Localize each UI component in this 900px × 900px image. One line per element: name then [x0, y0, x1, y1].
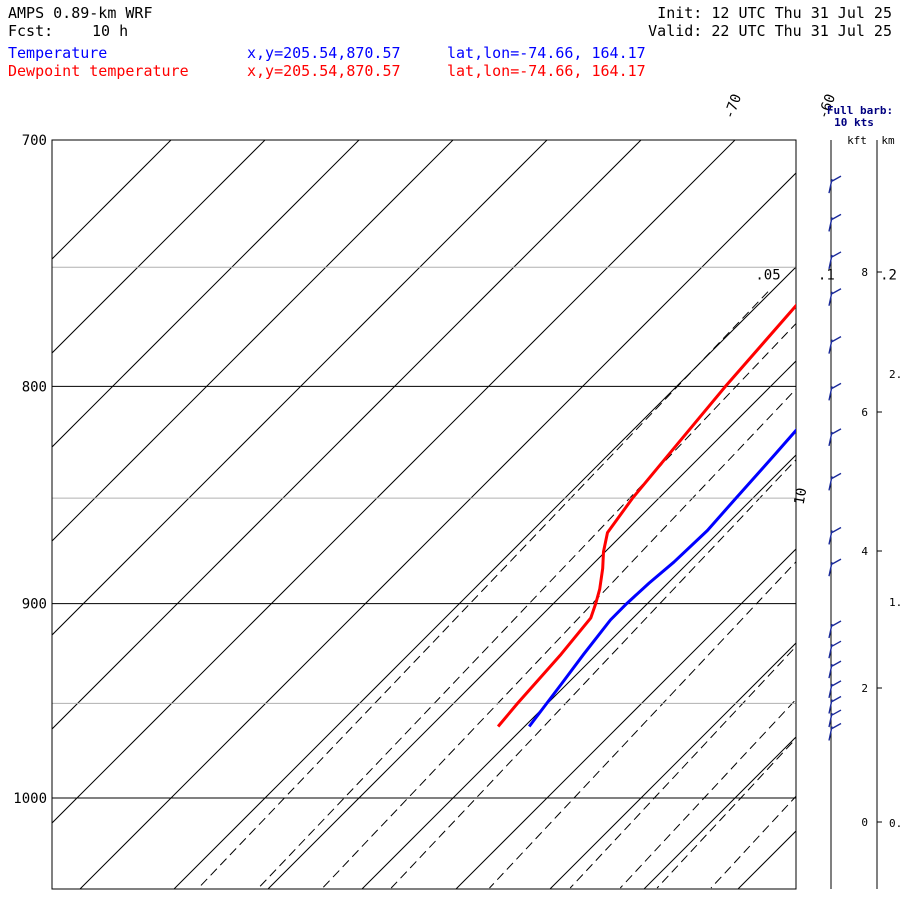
- wind-barb-flag: [831, 620, 842, 627]
- pressure-tick-label: 800: [22, 379, 47, 395]
- wind-barb: [828, 712, 833, 728]
- background-lines: [52, 140, 900, 889]
- mixing-ratio-label: .1: [818, 268, 835, 284]
- wind-barb: [828, 386, 833, 401]
- wind-barb: [828, 644, 833, 659]
- temperature-tick-label: 10: [792, 487, 811, 506]
- wind-barb-flag: [831, 382, 842, 389]
- isotherm-line: [52, 140, 454, 542]
- wind-barb: [828, 726, 833, 741]
- wind-barb-flag: [831, 709, 842, 716]
- km-tick-label: 0.: [889, 817, 900, 830]
- isotherm-line: [52, 140, 642, 730]
- legend-temperature-name: Temperature: [8, 44, 108, 62]
- isotherm-line: [549, 642, 796, 889]
- mixing-ratio-line: [322, 388, 796, 889]
- wind-barb: [828, 623, 833, 639]
- wind-barb-flag: [831, 213, 842, 221]
- wind-title-2: 10 kts: [834, 116, 874, 129]
- isotherm-line: [52, 140, 736, 824]
- legend-temperature-latlon: lat,lon=-74.66, 164.17: [447, 44, 646, 62]
- isotherm-line: [173, 266, 796, 889]
- isotherm-line: [267, 360, 796, 889]
- mixing-ratio-line: [258, 322, 796, 889]
- kft-tick-label: 0: [861, 816, 868, 829]
- legend-temperature-xy: x,y=205.54,870.57: [247, 44, 401, 62]
- legend-dewpoint-xy: x,y=205.54,870.57: [247, 62, 401, 80]
- km-tick-label: 1.: [889, 596, 900, 609]
- wind-panel: Full barb: 10 kts kft km 8 6 4 2 0 2. 1. 0.: [827, 104, 900, 889]
- plot-frame: [51, 139, 797, 890]
- isotherm-line: [79, 172, 796, 889]
- kft-tick-label: 4: [861, 545, 868, 558]
- wind-barb-flag: [831, 680, 842, 687]
- wind-barb: [828, 431, 833, 447]
- wind-barb: [828, 291, 833, 306]
- isotherm-line: [737, 830, 796, 889]
- init-time: Init: 12 UTC Thu 31 Jul 25: [657, 4, 892, 22]
- isotherm-line: [52, 140, 266, 354]
- wind-barb-flag: [831, 336, 842, 343]
- wind-barb: [828, 562, 833, 577]
- pressure-tick-label: 1000: [13, 791, 47, 807]
- mixing-ratio-line: [489, 561, 796, 889]
- wind-barb-flag: [831, 288, 842, 295]
- wind-barb: [828, 699, 833, 714]
- mixing-ratio-label: .05: [755, 268, 780, 284]
- isotherm-line: [643, 736, 796, 889]
- wind-title-1: Full barb:: [827, 104, 893, 117]
- kft-tick-label: 8: [861, 266, 868, 279]
- valid-time: Valid: 22 UTC Thu 31 Jul 25: [648, 22, 892, 40]
- kft-tick-label: 6: [861, 406, 868, 419]
- isotherm-line: [455, 548, 796, 889]
- isotherm-line: [832, 140, 900, 889]
- wind-barb-flag: [831, 472, 842, 479]
- isotherm-line: [52, 140, 548, 636]
- wind-barb-flag: [831, 640, 842, 647]
- mixing-ratio-line: [710, 795, 796, 889]
- wind-barb-flag: [831, 722, 842, 730]
- isotherm-line: [361, 454, 796, 889]
- wind-barb: [828, 663, 833, 679]
- temperature-tick-label: -70: [721, 92, 745, 121]
- mixing-ratio-label: .2: [880, 268, 897, 284]
- wind-barb: [828, 683, 833, 698]
- isotherm-line: [52, 140, 172, 260]
- wind-barb: [828, 217, 833, 232]
- isobars: [52, 139, 796, 799]
- wind-barb: [828, 476, 833, 491]
- dewpoint-line: [496, 303, 796, 728]
- wind-barb-flag: [831, 428, 842, 435]
- sounding-series: [496, 303, 796, 728]
- wind-barb-flag: [831, 175, 842, 182]
- wind-barb: [828, 339, 833, 354]
- legend-dewpoint-name: Dewpoint temperature: [8, 62, 189, 80]
- wind-barb-flag: [831, 251, 842, 258]
- km-tick-label: 2.: [889, 368, 900, 381]
- kft-column-label: kft: [847, 134, 867, 147]
- forecast-value: 10 h: [92, 22, 129, 40]
- temperature-line: [528, 428, 796, 728]
- mixing-ratio-line: [198, 291, 769, 889]
- forecast-label: Fcst:: [8, 22, 54, 40]
- wind-barb-flag: [831, 660, 842, 667]
- wind-barb: [828, 254, 833, 270]
- model-title: AMPS 0.89-km WRF: [8, 4, 153, 22]
- isotherm-line: [52, 140, 360, 448]
- wind-barb: [828, 530, 833, 545]
- wind-barb-flag: [831, 558, 842, 565]
- wind-barb-flag: [831, 526, 842, 534]
- axis-labels: .05.1.2.41234622023024025026027028029030…: [13, 92, 897, 807]
- pressure-tick-label: 700: [22, 133, 47, 149]
- legend-dewpoint-latlon: lat,lon=-74.66, 164.17: [447, 62, 646, 80]
- mixing-ratio-line: [619, 698, 796, 889]
- mixing-ratio-line: [390, 459, 796, 889]
- wind-barb-flag: [831, 695, 842, 703]
- wind-barb: [828, 178, 833, 194]
- pressure-tick-label: 900: [22, 597, 47, 613]
- kft-tick-label: 2: [861, 682, 868, 695]
- mixing-ratio-line: [656, 737, 796, 889]
- km-column-label: km: [881, 134, 895, 147]
